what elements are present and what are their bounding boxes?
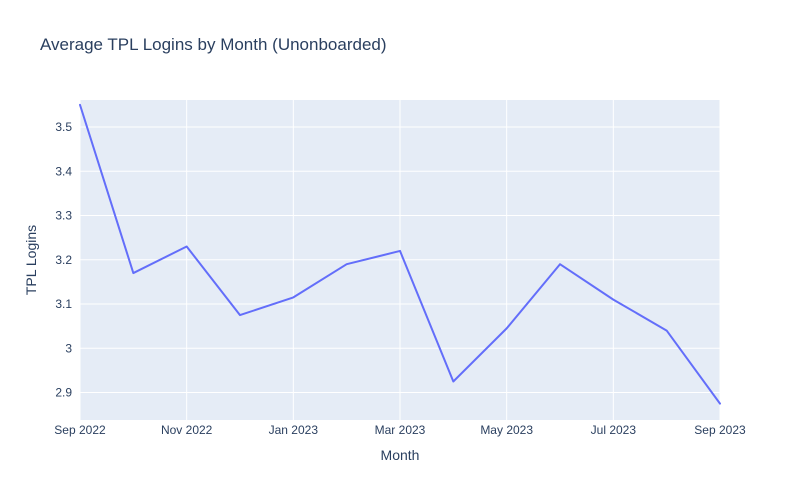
- y-tick-label: 3.1: [55, 297, 72, 311]
- series-layer: [79, 103, 721, 405]
- y-axis-ticks: 2.9 3 3.1 3.2 3.3 3.4 3.5: [55, 120, 72, 400]
- series-line: [79, 103, 721, 405]
- y-tick-label: 3: [65, 341, 72, 355]
- chart-title: Average TPL Logins by Month (Unonboarded…: [40, 35, 387, 54]
- x-axis-ticks: Sep 2022 Nov 2022 Jan 2023 Mar 2023 May 2023…: [54, 423, 746, 437]
- x-tick-label: Sep 2022: [54, 423, 106, 437]
- y-tick-label: 3.5: [55, 120, 72, 134]
- x-tick-label: Nov 2022: [161, 423, 213, 437]
- x-tick-label: Mar 2023: [375, 423, 426, 437]
- y-tick-label: 2.9: [55, 386, 72, 400]
- x-tick-label: Jan 2023: [269, 423, 319, 437]
- y-tick-label: 3.2: [55, 253, 72, 267]
- gridlines: [79, 100, 721, 420]
- x-tick-label: May 2023: [480, 423, 533, 437]
- x-axis-title: Month: [381, 447, 420, 463]
- y-tick-label: 3.3: [55, 209, 72, 223]
- x-tick-label: Sep 2023: [694, 423, 746, 437]
- x-tick-label: Jul 2023: [591, 423, 637, 437]
- y-tick-label: 3.4: [55, 164, 72, 178]
- y-axis-title: TPL Logins: [23, 225, 39, 295]
